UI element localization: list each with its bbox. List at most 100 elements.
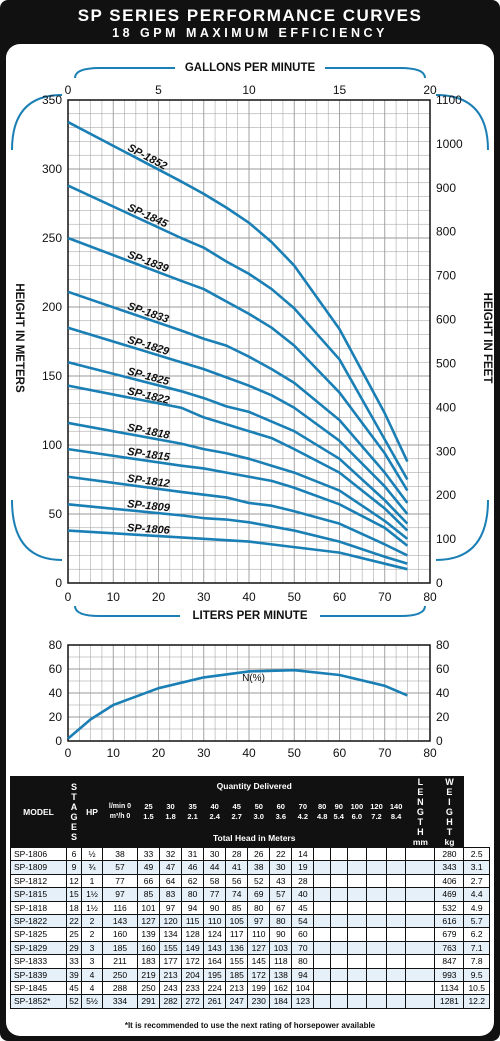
table-cell: 54 bbox=[291, 914, 315, 929]
table-cell bbox=[313, 967, 331, 983]
table-cell bbox=[329, 927, 348, 942]
table-cell: 38 bbox=[102, 846, 138, 862]
table-cell: 127 bbox=[247, 940, 271, 956]
table-cell bbox=[366, 994, 387, 1009]
eff-y-tick-label: 40 bbox=[49, 686, 63, 700]
flow-lmin: 60 bbox=[276, 801, 285, 811]
flow-lmin: 50 bbox=[254, 801, 263, 811]
model-cell: SP-1852* bbox=[10, 994, 67, 1009]
table-cell bbox=[366, 914, 387, 929]
table-cell: 44 bbox=[203, 860, 227, 875]
y-tick-label: 300 bbox=[42, 162, 62, 176]
efficiency-curve bbox=[67, 668, 408, 740]
curve-label-sp-1812: SP-1812 bbox=[126, 473, 170, 491]
flow-col-90: 90 5.4 bbox=[329, 794, 348, 830]
table-cell: 57 bbox=[102, 860, 138, 875]
table-cell bbox=[385, 887, 407, 902]
flow-lmin: 120 bbox=[370, 801, 383, 811]
x-tick-label: 10 bbox=[107, 590, 121, 604]
curve-sp-1815 bbox=[67, 447, 409, 547]
table-cell: 5½ bbox=[81, 994, 103, 1009]
table-cell: 56 bbox=[225, 873, 249, 889]
table-cell: 213 bbox=[225, 981, 249, 996]
table-cell: 224 bbox=[203, 981, 227, 996]
y2-tick-label: 700 bbox=[436, 269, 456, 283]
table-row: SP-1833 33 3 211 183 177 172 164 155 145 118 80 847 7… bbox=[10, 954, 490, 969]
top-axis-label: GALLONS PER MINUTE bbox=[185, 62, 316, 74]
y-tick-label: 150 bbox=[42, 369, 62, 383]
eff-x-tick-label: 50 bbox=[288, 746, 302, 760]
table-cell: 250 bbox=[102, 967, 138, 983]
table-cell: 52 bbox=[247, 873, 271, 889]
table-cell: 4.4 bbox=[463, 887, 490, 902]
table-cell: 847 bbox=[434, 954, 465, 969]
y-tick-label: 50 bbox=[49, 507, 63, 521]
quantity-delivered-header: Quantity Delivered bbox=[101, 775, 407, 796]
table-cell: 22 bbox=[66, 914, 82, 929]
flow-col-120: 120 7.2 bbox=[366, 794, 387, 830]
eff-x-tick-label: 70 bbox=[378, 746, 392, 760]
x-tick-label: 40 bbox=[242, 590, 256, 604]
table-cell: 32 bbox=[159, 846, 183, 862]
flow-header-row: l/min 0 m³/h 0 25 1.5 30 1.8 35 2.1 40 2.4 45 2.7 5… bbox=[11, 794, 490, 830]
eff-y2-tick-label: 0 bbox=[436, 734, 443, 748]
table-row: SP-1812 12 1 77 66 64 62 58 56 52 43 28 406 2.7 bbox=[10, 873, 490, 889]
table-cell bbox=[346, 981, 368, 996]
table-cell: 532 bbox=[434, 900, 465, 916]
table-cell bbox=[329, 846, 348, 862]
table-cell: 97 bbox=[159, 900, 183, 916]
table-cell: 123 bbox=[291, 994, 315, 1009]
table-cell: 6 bbox=[66, 846, 82, 862]
table-cell: 127 bbox=[136, 914, 161, 929]
model-cell: SP-1809 bbox=[10, 860, 67, 875]
table-cell: 243 bbox=[159, 981, 183, 996]
x-tick-label: 20 bbox=[152, 590, 166, 604]
flow-col-60: 60 3.6 bbox=[269, 794, 293, 830]
table-cell bbox=[385, 914, 407, 929]
efficiency-label: N(%) bbox=[242, 673, 265, 684]
top-x-tick-label: 20 bbox=[423, 83, 437, 97]
table-cell: 199 bbox=[247, 981, 271, 996]
table-cell: 143 bbox=[102, 914, 138, 929]
flow-col-100: 100 6.0 bbox=[346, 794, 368, 830]
table-cell: 52 bbox=[66, 994, 82, 1009]
flow-col-80: 80 4.8 bbox=[313, 794, 331, 830]
x-tick-label: 80 bbox=[423, 590, 437, 604]
flow-m3h: 3.0 bbox=[253, 811, 264, 821]
table-cell: 40 bbox=[291, 887, 315, 902]
table-cell bbox=[385, 994, 407, 1009]
table-cell: 155 bbox=[225, 954, 249, 969]
table-cell: 143 bbox=[203, 940, 227, 956]
table-row: SP-1839 39 4 250 219 213 204 195 185 172 138 94 993 9… bbox=[10, 967, 490, 983]
table-cell: 149 bbox=[181, 940, 205, 956]
table-cell: 162 bbox=[269, 981, 293, 996]
table-cell bbox=[405, 981, 436, 996]
curve-sp-1812 bbox=[67, 475, 408, 557]
table-cell: 14 bbox=[291, 846, 315, 862]
table-cell bbox=[329, 914, 348, 929]
table-cell bbox=[405, 900, 436, 916]
table-cell: 77 bbox=[203, 887, 227, 902]
y2-tick-label: 800 bbox=[436, 225, 456, 239]
table-cell: 195 bbox=[203, 967, 227, 983]
top-x-tick-label: 0 bbox=[65, 83, 72, 97]
table-cell: 60 bbox=[291, 927, 315, 942]
table-cell: 46 bbox=[181, 860, 205, 875]
weight-unit: kg bbox=[444, 837, 455, 847]
table-cell: 679 bbox=[434, 927, 465, 942]
table-cell: 80 bbox=[291, 954, 315, 969]
curve-sp-1822 bbox=[67, 384, 409, 532]
table-cell: 22 bbox=[269, 846, 293, 862]
curve-sp-1825 bbox=[67, 360, 409, 525]
flow-lmin: 80 bbox=[318, 801, 327, 811]
table-cell: 118 bbox=[269, 954, 293, 969]
y-tick-label: 200 bbox=[42, 300, 62, 314]
x-tick-label: 50 bbox=[288, 590, 302, 604]
table-cell bbox=[405, 994, 436, 1009]
table-cell bbox=[366, 873, 387, 889]
table-cell: 12.2 bbox=[463, 994, 490, 1009]
x-tick-label: 60 bbox=[333, 590, 347, 604]
